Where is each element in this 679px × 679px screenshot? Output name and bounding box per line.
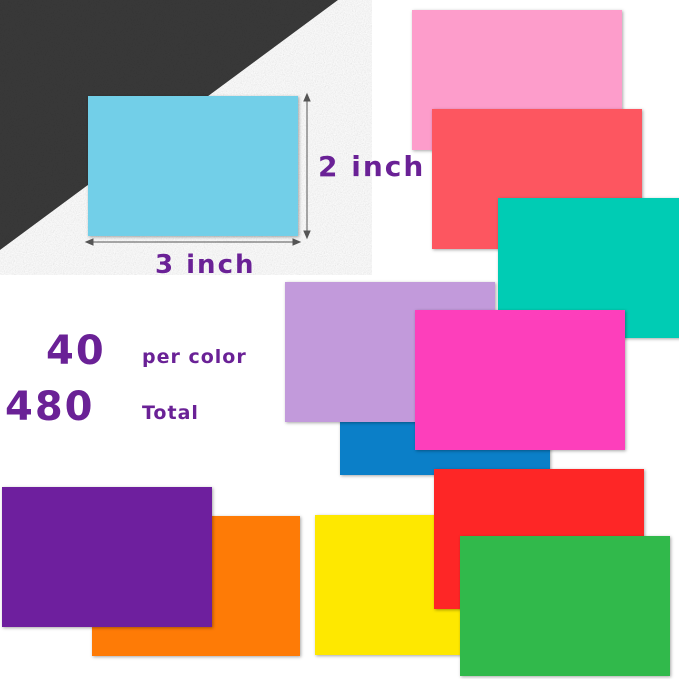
card-purple — [2, 487, 212, 627]
sample-card-light-blue — [88, 96, 298, 236]
card-green — [460, 536, 670, 676]
width-label: 3 inch — [155, 250, 256, 280]
width-text: 3 inch — [155, 250, 256, 280]
height-text: 2 inch — [318, 150, 426, 183]
per-color-label: per color — [142, 346, 247, 368]
per-color-number: 40 — [46, 328, 106, 374]
card-magenta — [415, 310, 625, 450]
total-label: Total — [142, 402, 199, 424]
total-number: 480 — [5, 384, 95, 430]
height-label: 2 inch — [318, 150, 425, 183]
